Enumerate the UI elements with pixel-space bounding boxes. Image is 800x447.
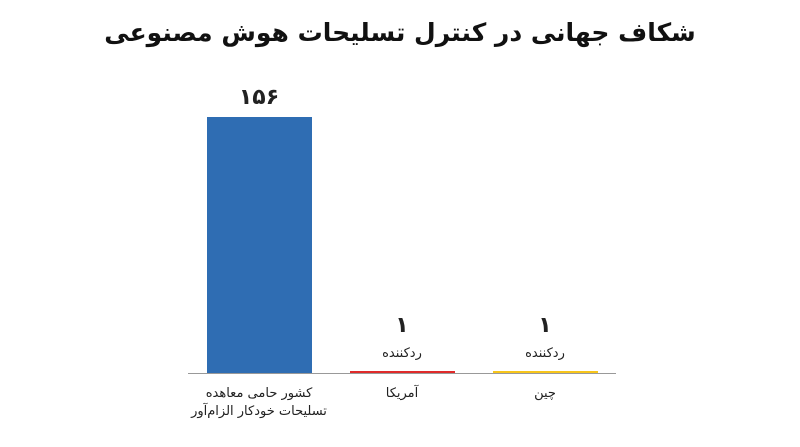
x-tick-label: چین <box>534 386 556 401</box>
value-label: ۱۵۶ <box>238 85 280 110</box>
x-tick-label: کشور حامی معاهده تسلیحات خودکار الزام‌آو… <box>191 386 327 419</box>
x-tick-label: آمریکا <box>385 386 419 401</box>
bar <box>349 371 455 373</box>
bar <box>492 371 598 373</box>
sublabel: ردکننده <box>382 346 422 362</box>
chart-title: شکاف جهانی در کنترل تسلیحات هوش مصنوعی <box>104 18 696 47</box>
sublabel: ردکننده <box>525 346 565 362</box>
value-label: ۱ <box>538 313 552 339</box>
value-label: ۱ <box>395 313 409 339</box>
baseline <box>188 373 616 374</box>
bar <box>206 117 312 373</box>
